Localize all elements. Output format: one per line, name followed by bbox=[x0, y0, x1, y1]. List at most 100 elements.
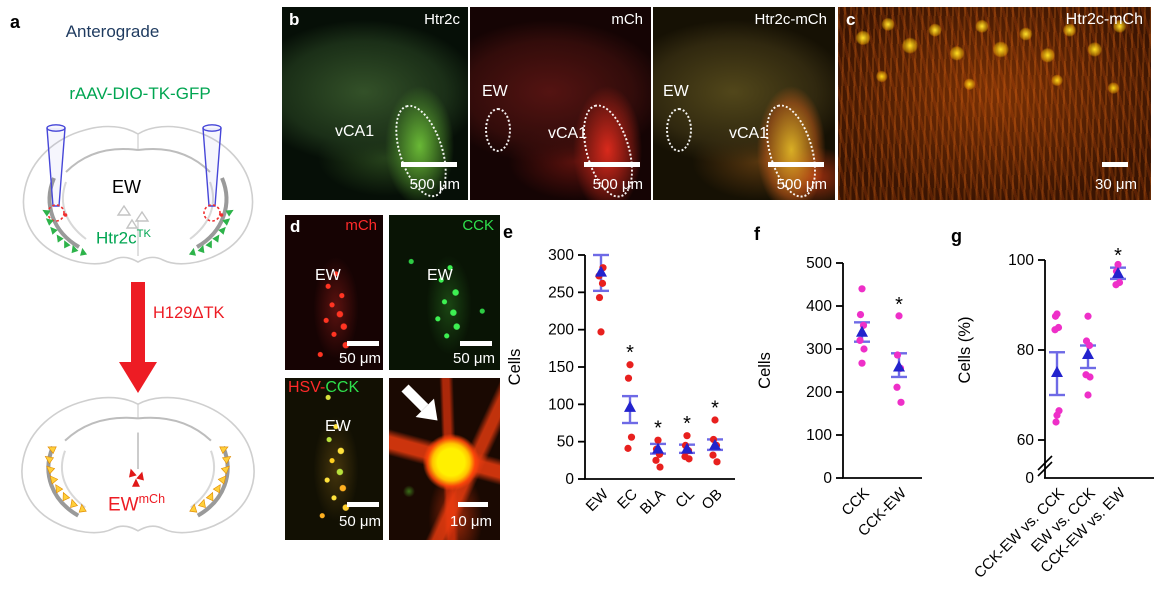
svg-text:0: 0 bbox=[1025, 470, 1034, 487]
svg-text:CL: CL bbox=[672, 486, 698, 512]
image-tag: Htr2c-mCh bbox=[754, 11, 827, 28]
image-tag: HSV-CCK bbox=[288, 379, 360, 396]
region-label-ew: EW bbox=[663, 83, 689, 100]
tracer-arrow-head-icon bbox=[119, 362, 157, 393]
scale-bar bbox=[347, 341, 379, 346]
svg-text:300: 300 bbox=[548, 247, 574, 264]
image-tag: Htr2c-mCh bbox=[1065, 11, 1143, 28]
image-tag: mCh bbox=[611, 11, 643, 28]
region-label-vca1: vCA1 bbox=[548, 125, 588, 142]
scale-label: 10 μm bbox=[450, 513, 492, 530]
panel-a-virus-label: rAAV-DIO-TK-GFP bbox=[69, 84, 211, 103]
svg-text:400: 400 bbox=[806, 298, 832, 315]
scale-bar bbox=[584, 162, 640, 167]
chart-e: 0 50 100 150 200 250 300 Cells EW EC * BLA * CL * OB * bbox=[506, 247, 735, 518]
panel-d-image-mch: d mCh EW 50 μm bbox=[285, 215, 383, 370]
region-label-ew: EW bbox=[482, 83, 508, 100]
svg-text:EC: EC bbox=[614, 486, 641, 513]
panel-letter-a: a bbox=[10, 12, 21, 32]
image-tag: CCK bbox=[462, 217, 494, 234]
panel-a-genotype-label: Htr2cTK bbox=[96, 228, 151, 248]
panel-a-title: Anterograde bbox=[65, 22, 160, 41]
scale-bar bbox=[1102, 162, 1128, 167]
region-label-ew: EW bbox=[427, 267, 453, 284]
svg-text:100: 100 bbox=[548, 396, 574, 413]
region-label-vca1: vCA1 bbox=[729, 125, 769, 142]
svg-text:*: * bbox=[711, 397, 719, 419]
panel-d-image-colabeled-cell: 10 μm bbox=[389, 378, 500, 540]
svg-text:150: 150 bbox=[548, 359, 574, 376]
scale-label: 50 μm bbox=[339, 350, 381, 367]
scale-bar bbox=[768, 162, 824, 167]
panel-c-image-htr2c-mch-highmag: c Htr2c-mCh 30 μm bbox=[838, 7, 1151, 200]
image-tag: Htr2c bbox=[424, 11, 460, 28]
svg-text:500: 500 bbox=[806, 255, 832, 272]
svg-text:*: * bbox=[683, 413, 691, 435]
svg-text:Cells: Cells bbox=[506, 349, 524, 386]
panel-a-tracer-label: H129ΔTK bbox=[153, 304, 225, 322]
panel-letter-f: f bbox=[754, 224, 760, 244]
scale-bar bbox=[458, 502, 488, 507]
svg-text:60: 60 bbox=[1017, 432, 1035, 449]
pipette-left-icon bbox=[46, 124, 66, 207]
scale-label: 500 μm bbox=[592, 176, 643, 193]
scale-bar bbox=[460, 341, 492, 346]
scale-bar bbox=[347, 502, 379, 507]
svg-text:250: 250 bbox=[548, 284, 574, 301]
svg-text:80: 80 bbox=[1017, 342, 1035, 359]
scale-label: 50 μm bbox=[339, 513, 381, 530]
scale-label: 30 μm bbox=[1095, 176, 1137, 193]
svg-text:EW: EW bbox=[583, 485, 613, 515]
injection-site-right-icon bbox=[203, 204, 221, 222]
pipette-right-icon bbox=[202, 124, 222, 207]
gfp-cells-icons bbox=[42, 209, 234, 256]
svg-text:*: * bbox=[1114, 245, 1122, 267]
panel-a-result-label: EWmCh bbox=[108, 492, 166, 516]
svg-text:Cells: Cells bbox=[756, 352, 774, 389]
panel-letter-g: g bbox=[951, 226, 962, 246]
panel-d-image-hsv-cck: HSV-CCK EW 50 μm bbox=[285, 378, 383, 540]
panel-letter-d: d bbox=[290, 217, 301, 236]
ew-outline bbox=[666, 108, 692, 152]
panel-letter-e: e bbox=[503, 222, 514, 242]
ew-outline bbox=[485, 108, 511, 152]
panel-b-image-htr2c: b Htr2c vCA1 500 μm bbox=[282, 7, 468, 200]
panel-b-image-htr2c-mch: Htr2c-mCh EW vCA1 500 μm bbox=[653, 7, 835, 200]
scale-label: 50 μm bbox=[453, 350, 495, 367]
panel-letter-c: c bbox=[846, 10, 856, 29]
labeled-cells-icons bbox=[44, 446, 232, 513]
svg-text:0: 0 bbox=[823, 470, 832, 487]
svg-text:0: 0 bbox=[565, 471, 574, 488]
svg-text:200: 200 bbox=[548, 322, 574, 339]
svg-text:*: * bbox=[626, 342, 634, 364]
panel-b-image-mch: mCh EW vCA1 500 μm bbox=[470, 7, 651, 200]
tracer-arrow-shaft bbox=[131, 282, 145, 364]
scale-bar bbox=[401, 162, 457, 167]
region-label-vca1: vCA1 bbox=[335, 123, 375, 140]
image-tag: mCh bbox=[345, 217, 377, 234]
svg-text:100: 100 bbox=[806, 427, 832, 444]
region-label-ew: EW bbox=[325, 418, 351, 435]
svg-text:BLA: BLA bbox=[637, 486, 669, 518]
svg-text:Cells (%): Cells (%) bbox=[958, 317, 974, 384]
brain-diagram-anterograde-injection bbox=[22, 124, 254, 265]
region-label-ew: EW bbox=[315, 267, 341, 284]
svg-text:50: 50 bbox=[557, 434, 575, 451]
svg-text:100: 100 bbox=[1008, 252, 1034, 269]
arrow-icon bbox=[401, 384, 438, 421]
svg-text:OB: OB bbox=[698, 486, 725, 513]
svg-text:*: * bbox=[654, 417, 662, 439]
panel-letter-b: b bbox=[289, 10, 300, 29]
panel-a-region-label: EW bbox=[112, 177, 141, 197]
brain-diagram-ew-result bbox=[21, 396, 255, 534]
scale-label: 500 μm bbox=[776, 176, 827, 193]
svg-text:200: 200 bbox=[806, 384, 832, 401]
scale-label: 500 μm bbox=[409, 176, 460, 193]
svg-text:300: 300 bbox=[806, 341, 832, 358]
svg-text:*: * bbox=[895, 294, 903, 316]
panel-d-image-cck: CCK EW 50 μm bbox=[389, 215, 500, 370]
ew-mch-cells-icons bbox=[128, 468, 144, 487]
